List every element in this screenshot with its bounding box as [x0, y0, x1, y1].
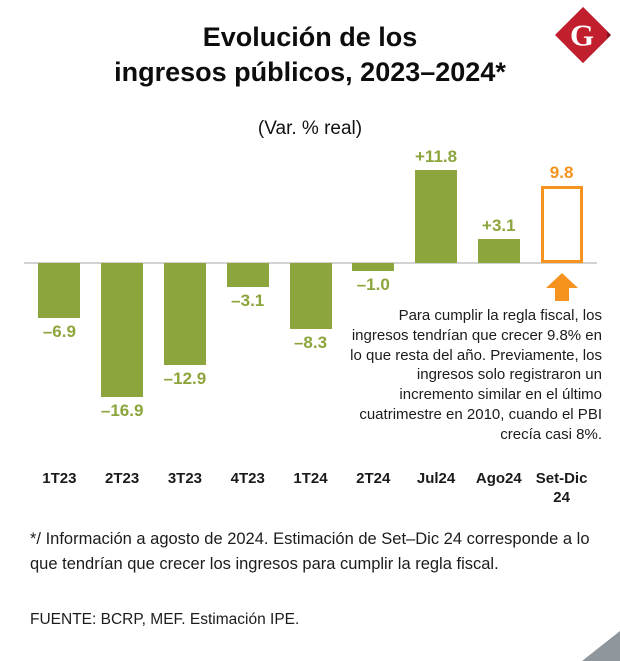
chart-title-line1: Evolución de los: [202, 22, 418, 52]
chart-title-line2: ingresos públicos, 2023–2024*: [114, 57, 506, 88]
footnote-text: */ Información a agosto de 2024. Estimac…: [30, 530, 590, 573]
bar-estimate: [540, 185, 583, 263]
category-label: 3T23: [167, 470, 203, 487]
category-label: 2T23: [105, 470, 140, 487]
bar-value-label: –3.1: [231, 291, 265, 311]
category-label: Ago24: [475, 470, 522, 487]
bar-value-label: +3.1: [482, 215, 516, 235]
gestion-logo-diamond-icon: G: [554, 6, 612, 64]
bar-value-label: +11.8: [415, 146, 458, 166]
annotation-text: Para cumplir la regla fiscal, los ingres…: [350, 307, 602, 443]
bar: [352, 263, 395, 271]
bar: [289, 263, 332, 329]
category-label: 2T24: [356, 470, 391, 487]
up-arrow-icon: [545, 273, 578, 301]
bar: [477, 238, 520, 263]
category-label: 4T23: [230, 470, 265, 487]
bar-value-label: –6.9: [42, 321, 76, 341]
bar: [163, 263, 206, 365]
bar-chart: –6.9 1T23 –16.9 2T23 –12.9 3T23 –3.1 4T23 –8.3 1T…: [24, 146, 597, 508]
bar-value-label: –12.9: [163, 368, 207, 388]
chart-title: Evolución de los ingresos públicos, 2023…: [0, 20, 620, 90]
category-label: 1T23: [42, 470, 77, 487]
category-label: 1T24: [293, 470, 328, 487]
source-text: FUENTE: BCRP, MEF. Estimación IPE.: [30, 611, 300, 628]
bar-value-label: –1.0: [356, 274, 390, 294]
category-label: Set-Dic 24: [535, 470, 588, 506]
bar: [101, 263, 144, 397]
logo-letter: G: [570, 18, 594, 53]
bar: [226, 263, 269, 288]
category-label: Jul24: [416, 470, 456, 487]
corner-decoration: [582, 631, 620, 661]
bar-value-label: –16.9: [100, 400, 144, 420]
chart-subtitle: (Var. % real): [257, 118, 363, 139]
bar: [415, 169, 458, 263]
gestion-logo: G: [554, 6, 612, 64]
bar: [38, 263, 81, 318]
bar-value-label: 9.8: [549, 162, 574, 182]
bar-value-label: –8.3: [293, 332, 328, 352]
